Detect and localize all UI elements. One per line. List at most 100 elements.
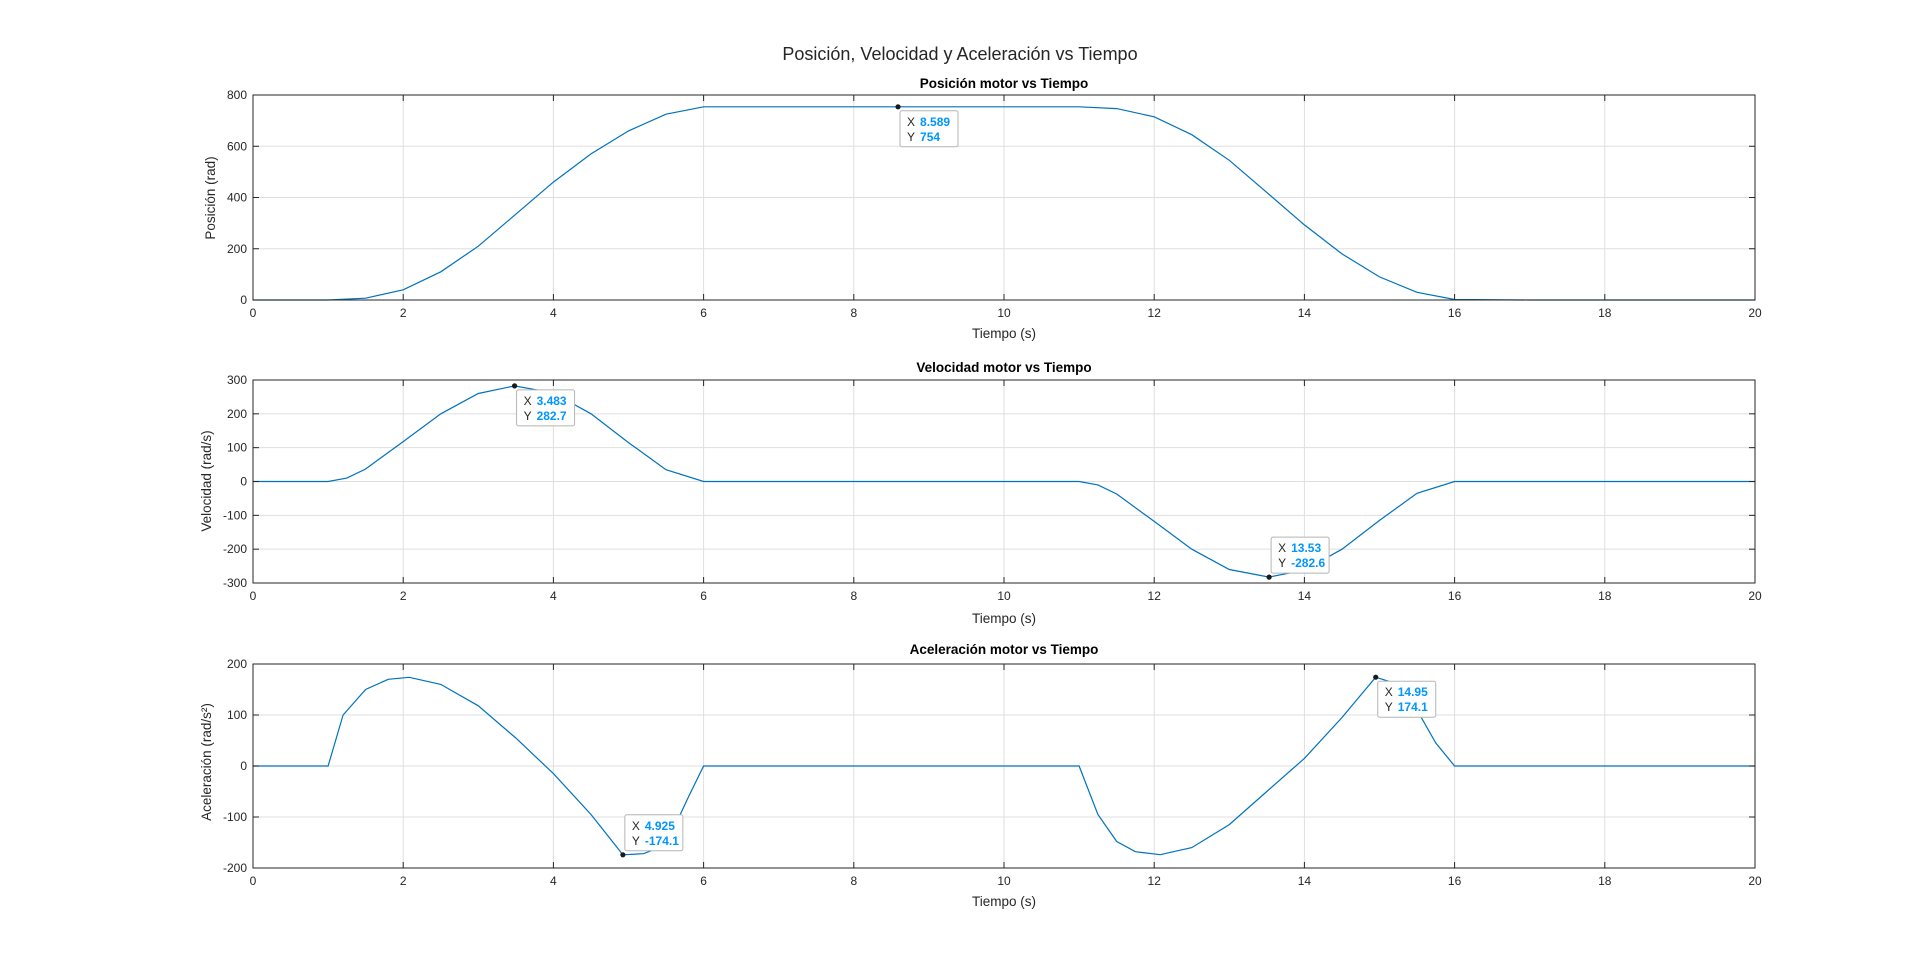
acceleration-x-tick-label: 10: [997, 874, 1011, 888]
velocity-subplot-title: Velocidad motor vs Tiempo: [916, 360, 1091, 375]
position-subplot-title: Posición motor vs Tiempo: [920, 76, 1089, 91]
position-x-tick-label: 2: [400, 306, 407, 320]
acceleration-y-tick-label: 200: [227, 657, 247, 671]
velocity-datatip[interactable]: X 3.483 Y 282.7: [511, 383, 576, 427]
position-x-axis-label: Tiempo (s): [972, 326, 1036, 341]
velocity-x-tick-label: 8: [850, 589, 857, 603]
acceleration-x-tick-label: 2: [400, 874, 407, 888]
acceleration-x-tick-label: 8: [850, 874, 857, 888]
velocity-datatip-marker[interactable]: [511, 383, 518, 389]
acceleration-datatip-box: [624, 814, 684, 852]
velocity-datatip-box: [516, 389, 576, 427]
position-x-tick-label: 18: [1598, 306, 1612, 320]
acceleration-x-tick-label: 20: [1748, 874, 1762, 888]
position-datatip-marker[interactable]: [895, 104, 901, 110]
velocity-datatip-y-key: Y: [524, 409, 532, 423]
position-x-tick-label: 8: [850, 306, 857, 320]
velocity-subplot: Velocidad motor vs Tiempo Tiempo (s) Vel…: [199, 360, 1762, 626]
velocity-x-tick-label: 20: [1748, 589, 1762, 603]
acceleration-x-tick-label: 0: [250, 874, 257, 888]
velocity-x-tick-label: 2: [400, 589, 407, 603]
position-x-tick-label: 12: [1148, 306, 1162, 320]
velocity-x-tick-label: 10: [997, 589, 1011, 603]
velocity-datatip-x-key: X: [524, 394, 532, 408]
velocity-datatip-x-key: X: [1278, 541, 1286, 555]
position-series-line: [253, 106, 1755, 301]
position-y-axis-label: Posición (rad): [203, 156, 218, 239]
velocity-y-tick-label: -100: [223, 508, 247, 522]
acceleration-y-axis-label: Aceleración (rad/s²): [199, 703, 214, 821]
acceleration-datatip-y-value: 174.1: [1398, 700, 1428, 714]
acceleration-y-tick-label: -200: [223, 861, 247, 875]
acceleration-datatip-x-value: 14.95: [1398, 685, 1428, 699]
velocity-y-tick-label: 0: [240, 475, 247, 489]
position-datatip-x-key: X: [907, 115, 915, 129]
figure-title: Posición, Velocidad y Aceleración vs Tie…: [782, 44, 1137, 64]
position-y-tick-label: 600: [227, 139, 247, 153]
velocity-datatip-x-value: 13.53: [1291, 541, 1321, 555]
velocity-datatip-y-value: -282.6: [1291, 556, 1325, 570]
acceleration-datatip-x-value: 4.925: [645, 819, 675, 833]
velocity-x-tick-label: 14: [1298, 589, 1312, 603]
position-datatip-y-key: Y: [907, 130, 915, 144]
velocity-series-line: [253, 385, 1755, 578]
velocity-y-tick-label: -300: [223, 576, 247, 590]
position-x-tick-label: 20: [1748, 306, 1762, 320]
velocity-datatip-x-value: 3.483: [537, 394, 567, 408]
velocity-datatip[interactable]: X 13.53 Y -282.6: [1266, 536, 1330, 580]
acceleration-datatip-x-key: X: [1385, 685, 1393, 699]
position-subplot: Posición motor vs Tiempo Tiempo (s) Posi…: [203, 76, 1762, 341]
acceleration-datatip[interactable]: X 14.95 Y 174.1: [1373, 674, 1437, 718]
acceleration-y-tick-label: 100: [227, 708, 247, 722]
position-x-tick-label: 0: [250, 306, 257, 320]
acceleration-datatip-y-key: Y: [1385, 700, 1393, 714]
position-datatip-x-value: 8.589: [920, 115, 950, 129]
acceleration-datatip-box: [1377, 680, 1437, 718]
position-x-tick-label: 10: [997, 306, 1011, 320]
position-x-tick-label: 6: [700, 306, 707, 320]
velocity-y-tick-label: -200: [223, 542, 247, 556]
acceleration-x-tick-label: 14: [1298, 874, 1312, 888]
velocity-x-axis-label: Tiempo (s): [972, 611, 1036, 626]
position-y-tick-label: 0: [240, 293, 247, 307]
acceleration-x-tick-label: 18: [1598, 874, 1612, 888]
position-datatip-y-value: 754: [920, 130, 940, 144]
velocity-x-tick-label: 12: [1148, 589, 1162, 603]
acceleration-datatip-marker[interactable]: [1373, 674, 1379, 680]
position-x-tick-label: 4: [550, 306, 557, 320]
velocity-y-tick-label: 200: [227, 407, 247, 421]
acceleration-x-tick-label: 16: [1448, 874, 1462, 888]
acceleration-subplot-title: Aceleración motor vs Tiempo: [910, 642, 1099, 657]
acceleration-x-axis-label: Tiempo (s): [972, 894, 1036, 909]
position-y-tick-label: 400: [227, 191, 247, 205]
velocity-y-tick-label: 100: [227, 441, 247, 455]
position-y-tick-label: 800: [227, 88, 247, 102]
velocity-x-tick-label: 4: [550, 589, 557, 603]
velocity-x-tick-label: 18: [1598, 589, 1612, 603]
acceleration-y-tick-label: 0: [240, 759, 247, 773]
acceleration-x-tick-label: 6: [700, 874, 707, 888]
acceleration-x-tick-label: 12: [1148, 874, 1162, 888]
velocity-y-axis-label: Velocidad (rad/s): [199, 430, 214, 531]
position-x-tick-label: 14: [1298, 306, 1312, 320]
acceleration-datatip[interactable]: X 4.925 Y -174.1: [620, 814, 684, 858]
acceleration-datatip-marker[interactable]: [620, 852, 626, 858]
velocity-datatip-y-value: 282.7: [537, 409, 567, 423]
acceleration-datatip-x-key: X: [632, 819, 640, 833]
acceleration-datatip-y-value: -174.1: [645, 834, 679, 848]
position-datatip-box: [899, 110, 959, 148]
acceleration-x-tick-label: 4: [550, 874, 557, 888]
velocity-datatip-box: [1270, 536, 1330, 574]
acceleration-datatip-y-key: Y: [632, 834, 640, 848]
position-y-tick-label: 200: [227, 242, 247, 256]
position-x-tick-label: 16: [1448, 306, 1462, 320]
acceleration-y-tick-label: -100: [223, 810, 247, 824]
velocity-datatip-marker[interactable]: [1266, 574, 1272, 580]
velocity-datatip-y-key: Y: [1278, 556, 1286, 570]
velocity-x-tick-label: 6: [700, 589, 707, 603]
velocity-x-tick-label: 0: [250, 589, 257, 603]
position-datatip[interactable]: X 8.589 Y 754: [895, 104, 959, 148]
acceleration-subplot: Aceleración motor vs Tiempo Tiempo (s) A…: [199, 642, 1762, 909]
velocity-x-tick-label: 16: [1448, 589, 1462, 603]
